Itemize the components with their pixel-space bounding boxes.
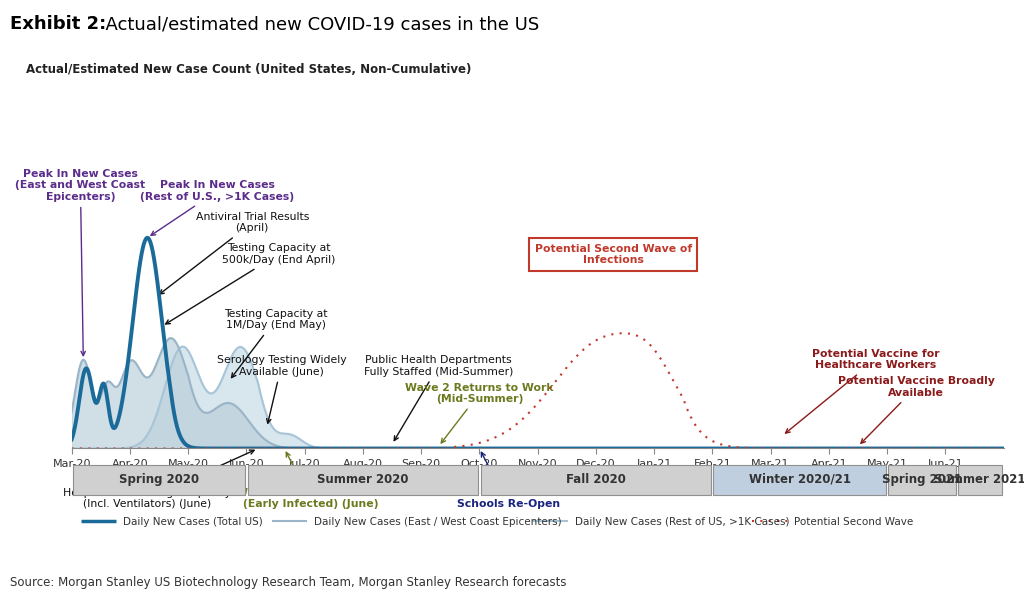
Text: Winter 2020/21: Winter 2020/21 xyxy=(749,473,851,486)
Text: Daily New Cases (East / West Coast Epicenters): Daily New Cases (East / West Coast Epice… xyxy=(314,517,561,527)
Text: Potential Second Wave of
Infections: Potential Second Wave of Infections xyxy=(535,244,692,265)
Text: Spring 2020: Spring 2020 xyxy=(119,473,199,486)
Text: Potential Second Wave: Potential Second Wave xyxy=(794,517,913,527)
Text: Serology Testing Widely
Available (June): Serology Testing Widely Available (June) xyxy=(216,355,346,423)
Text: Schools Re-Open: Schools Re-Open xyxy=(457,452,560,509)
Text: Source: Morgan Stanley US Biotechnology Research Team, Morgan Stanley Research f: Source: Morgan Stanley US Biotechnology … xyxy=(10,576,566,589)
Text: Exhibit 2:: Exhibit 2: xyxy=(10,15,106,33)
Text: Spring 2021: Spring 2021 xyxy=(882,473,962,486)
Text: Hospitals Have Surge Capacity
(Incl. Ventilators) (June): Hospitals Have Surge Capacity (Incl. Ven… xyxy=(63,450,254,509)
Bar xyxy=(888,465,955,495)
Bar xyxy=(248,465,478,495)
Bar xyxy=(73,465,245,495)
Text: Actual/estimated new COVID-19 cases in the US: Actual/estimated new COVID-19 cases in t… xyxy=(94,15,540,33)
Text: Daily New Cases (Rest of US, >1K Cases): Daily New Cases (Rest of US, >1K Cases) xyxy=(574,517,790,527)
Bar xyxy=(480,465,711,495)
Text: Summer 2021: Summer 2021 xyxy=(935,473,1024,486)
Text: Potential Vaccine for
Healthcare Workers: Potential Vaccine for Healthcare Workers xyxy=(785,349,939,433)
Text: Wave 2 Returns to Work
(Mid-Summer): Wave 2 Returns to Work (Mid-Summer) xyxy=(406,382,554,443)
Text: Actual/Estimated New Case Count (United States, Non-Cumulative): Actual/Estimated New Case Count (United … xyxy=(26,63,471,76)
Text: Peak In New Cases
(East and West Coast
Epicenters): Peak In New Cases (East and West Coast E… xyxy=(15,169,145,356)
Text: Daily New Cases (Total US): Daily New Cases (Total US) xyxy=(123,517,263,527)
Text: Antiviral Trial Results
(April): Antiviral Trial Results (April) xyxy=(160,212,309,294)
Text: Peak In New Cases
(Rest of U.S., >1K Cases): Peak In New Cases (Rest of U.S., >1K Cas… xyxy=(140,180,294,235)
Text: Testing Capacity at
1M/Day (End May): Testing Capacity at 1M/Day (End May) xyxy=(224,309,328,377)
Text: Potential Vaccine Broadly
Available: Potential Vaccine Broadly Available xyxy=(838,376,994,443)
Text: Wave 1 Returns to Work
(Early Infected) (June): Wave 1 Returns to Work (Early Infected) … xyxy=(237,452,385,509)
Text: Public Health Departments
Fully Staffed (Mid-Summer): Public Health Departments Fully Staffed … xyxy=(364,355,513,441)
Text: Testing Capacity at
500k/Day (End April): Testing Capacity at 500k/Day (End April) xyxy=(166,243,335,324)
Text: Fall 2020: Fall 2020 xyxy=(566,473,626,486)
Bar xyxy=(958,465,1002,495)
Text: Summer 2020: Summer 2020 xyxy=(317,473,409,486)
Bar xyxy=(714,465,886,495)
